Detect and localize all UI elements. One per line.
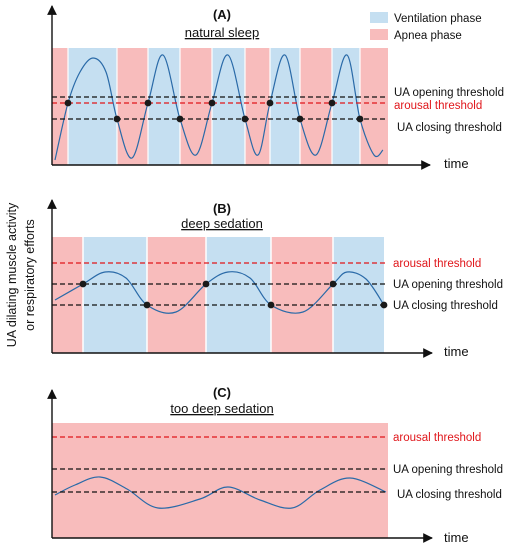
panel-a-ventilation-phase	[148, 48, 180, 165]
panel-a-crossing-points	[64, 99, 364, 123]
y-axis-label: UA dilating muscle activity or respirato…	[5, 202, 37, 347]
panel-c-title: too deep sedation	[170, 401, 273, 416]
panel-a: time (A) natural sleep UA opening thresh…	[47, 5, 504, 171]
panel-a-activity-curve	[54, 54, 384, 161]
panel-b-ventilation-phase	[83, 237, 147, 353]
panel-a-apnea-phase	[245, 48, 270, 165]
panel-b-ventilation-phase	[333, 237, 384, 353]
panel-b: time (B) deep sedation arousal threshold…	[47, 199, 503, 359]
panel-c-x-axis-label: time	[444, 530, 469, 545]
panel-c-opening-threshold-label: UA opening threshold	[393, 464, 503, 476]
panel-b-crossing-point	[329, 280, 337, 288]
panel-b-crossing-point	[79, 280, 87, 288]
panel-a-ventilation-phase	[68, 48, 117, 165]
panel-b-crossing-point	[380, 301, 388, 309]
panel-a-phases	[52, 48, 388, 165]
panel-b-x-axis-label: time	[444, 344, 469, 359]
panel-c-letter: (C)	[213, 385, 231, 400]
panel-c: time (C) too deep sedation arousal thres…	[47, 385, 503, 545]
panel-a-crossing-point	[266, 99, 274, 107]
panel-a-apnea-phase	[52, 48, 68, 165]
panel-b-crossing-point	[143, 301, 151, 309]
panel-a-crossing-point	[113, 115, 121, 123]
panel-b-arousal-threshold-label: arousal threshold	[393, 258, 481, 270]
panel-a-ventilation-phase	[332, 48, 360, 165]
panel-b-closing-threshold-label: UA closing threshold	[393, 300, 498, 312]
panel-b-apnea-phase	[52, 237, 83, 353]
panel-b-crossing-point	[267, 301, 275, 309]
panel-b-opening-threshold-label: UA opening threshold	[393, 279, 503, 291]
panel-a-crossing-point	[356, 115, 364, 123]
panel-c-closing-threshold-label: UA closing threshold	[397, 489, 502, 501]
panel-a-crossing-point	[176, 115, 184, 123]
panel-a-apnea-phase	[180, 48, 212, 165]
y-axis-label-line1: UA dilating muscle activity	[5, 202, 19, 347]
panel-b-crossing-point	[202, 280, 210, 288]
panel-a-opening-threshold-label: UA opening threshold	[394, 87, 504, 99]
panel-b-crossing-points	[79, 280, 388, 309]
legend-label-ventilation: Ventilation phase	[394, 13, 482, 25]
panel-a-apnea-phase	[360, 48, 388, 165]
panel-a-crossing-point	[208, 99, 216, 107]
panel-c-arousal-threshold-label: arousal threshold	[393, 432, 481, 444]
panel-a-ventilation-phase	[270, 48, 300, 165]
panel-a-crossing-point	[328, 99, 336, 107]
panel-a-crossing-point	[296, 115, 304, 123]
panel-c-phases	[52, 423, 388, 538]
panel-c-apnea-phase	[52, 423, 388, 538]
panel-a-closing-threshold-label: UA closing threshold	[397, 122, 502, 134]
panel-b-activity-curve	[54, 271, 385, 314]
panel-b-phases	[52, 237, 384, 353]
legend-label-apnea: Apnea phase	[394, 30, 462, 42]
panel-a-apnea-phase	[300, 48, 332, 165]
legend-swatch-ventilation	[370, 12, 388, 23]
panel-a-ventilation-phase	[212, 48, 245, 165]
panel-a-arousal-threshold-label: arousal threshold	[394, 100, 482, 112]
panel-a-crossing-point	[144, 99, 152, 107]
panel-a-crossing-point	[64, 99, 72, 107]
panel-a-crossing-point	[241, 115, 249, 123]
panel-b-apnea-phase	[147, 237, 206, 353]
panel-b-letter: (B)	[213, 201, 231, 216]
panel-a-letter: (A)	[213, 7, 231, 22]
legend: Ventilation phase Apnea phase	[370, 12, 482, 42]
panel-a-title: natural sleep	[185, 25, 259, 40]
panel-b-ventilation-phase	[206, 237, 271, 353]
y-axis-label-line2: or respiratory efforts	[23, 219, 37, 331]
panel-a-x-axis-label: time	[444, 156, 469, 171]
legend-swatch-apnea	[370, 29, 388, 40]
panel-a-apnea-phase	[117, 48, 148, 165]
panel-b-title: deep sedation	[181, 216, 263, 231]
